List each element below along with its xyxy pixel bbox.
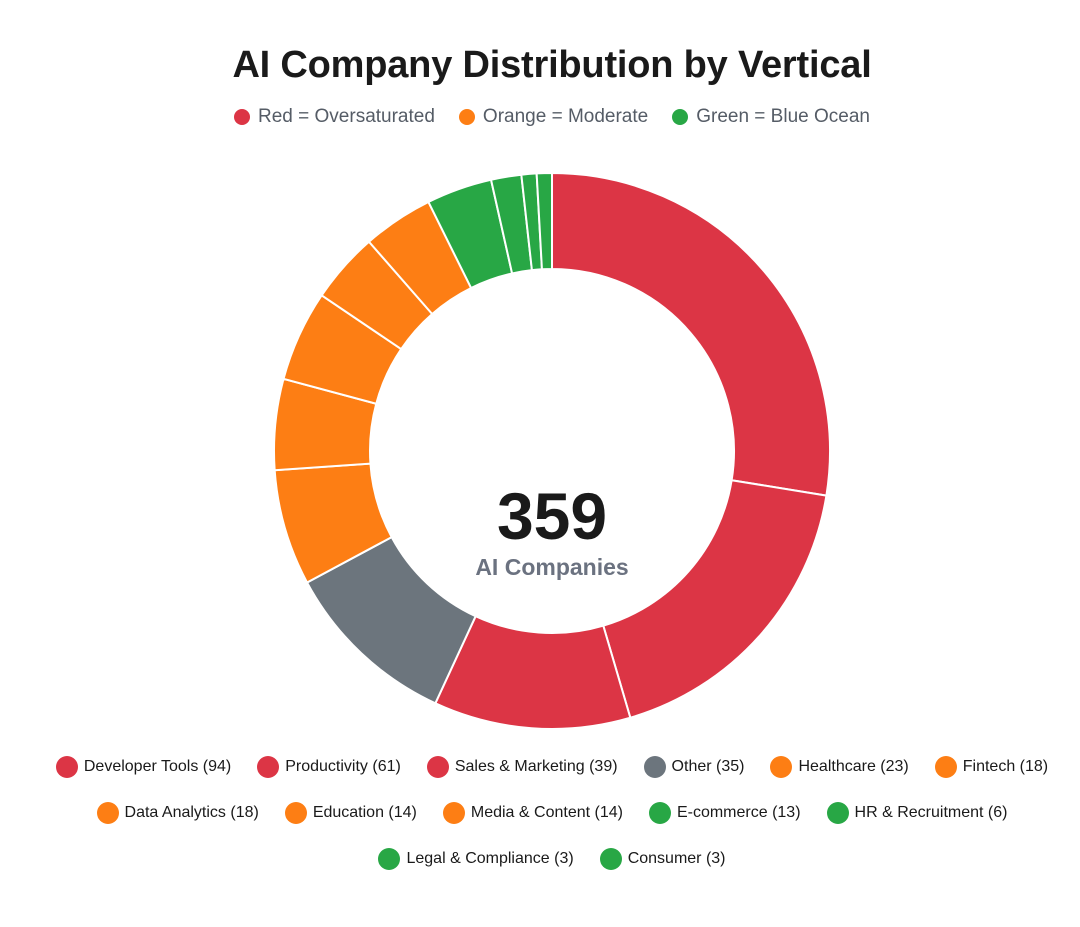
legend-label: E-commerce (13) — [676, 804, 801, 821]
legend-item[interactable]: Other (35) — [643, 755, 745, 779]
center-total: 359 — [496, 479, 608, 553]
legend-item[interactable]: Developer Tools (94) — [55, 755, 232, 779]
legend-item[interactable]: Productivity (61) — [257, 755, 401, 779]
donut-slice-0[interactable] — [551, 171, 831, 497]
chart-title: AI Company Distribution by Vertical — [232, 44, 872, 86]
legend-swatch — [96, 802, 119, 824]
legend-swatch — [442, 802, 465, 824]
legend-item[interactable]: Education (14) — [284, 801, 417, 825]
legend-item[interactable]: HR & Recruitment (6) — [826, 801, 1008, 825]
legend-swatch — [648, 802, 671, 824]
key-dot-green — [672, 109, 689, 125]
legend-label: Other (35) — [671, 758, 745, 775]
chart-legend: Developer Tools (94) Productivity (61) Sal… — [40, 755, 1064, 871]
legend-label: Media & Content (14) — [470, 804, 623, 821]
legend-item[interactable]: E-commerce (13) — [648, 801, 801, 825]
legend-item[interactable]: Consumer (3) — [599, 847, 726, 871]
legend-label: Education (14) — [312, 804, 417, 821]
legend-swatch — [284, 802, 307, 824]
center-label: AI Companies — [475, 554, 629, 580]
legend-item[interactable]: Media & Content (14) — [442, 801, 623, 825]
legend-label: Consumer (3) — [627, 850, 726, 867]
legend-item[interactable]: Legal & Compliance (3) — [378, 847, 574, 871]
legend-label: Data Analytics (18) — [124, 804, 259, 821]
legend-swatch — [770, 756, 793, 778]
legend-item[interactable]: Data Analytics (18) — [96, 801, 259, 825]
key-label-red: Red = Oversaturated — [258, 106, 435, 127]
legend-item[interactable]: Sales & Marketing (39) — [426, 755, 618, 779]
legend-item[interactable]: Healthcare (23) — [770, 755, 909, 779]
key-dot-orange — [458, 109, 475, 125]
legend-label: Legal & Compliance (3) — [406, 850, 574, 867]
legend-swatch — [257, 756, 280, 778]
key-item-green: Green = Blue Ocean — [672, 106, 870, 128]
legend-label: Fintech (18) — [962, 758, 1049, 775]
color-key: Red = Oversaturated Orange = Moderate Gr… — [0, 106, 1080, 128]
key-item-red: Red = Oversaturated — [234, 106, 435, 128]
legend-label: Sales & Marketing (39) — [454, 758, 618, 775]
legend-swatch — [378, 848, 401, 870]
legend-swatch — [826, 802, 849, 824]
legend-swatch — [426, 756, 449, 778]
legend-label: Productivity (61) — [285, 758, 401, 775]
legend-swatch — [55, 756, 78, 778]
key-item-orange: Orange = Moderate — [458, 106, 649, 128]
legend-label: HR & Recruitment (6) — [854, 804, 1008, 821]
key-label-orange: Orange = Moderate — [482, 106, 649, 127]
key-dot-red — [234, 109, 251, 125]
legend-swatch — [934, 756, 957, 778]
legend-item[interactable]: Fintech (18) — [934, 755, 1049, 779]
legend-label: Developer Tools (94) — [83, 758, 232, 775]
legend-label: Healthcare (23) — [798, 758, 909, 775]
legend-swatch — [643, 756, 666, 778]
donut-slice-12[interactable] — [535, 171, 553, 271]
legend-swatch — [599, 848, 622, 870]
key-label-green: Green = Blue Ocean — [696, 106, 870, 127]
